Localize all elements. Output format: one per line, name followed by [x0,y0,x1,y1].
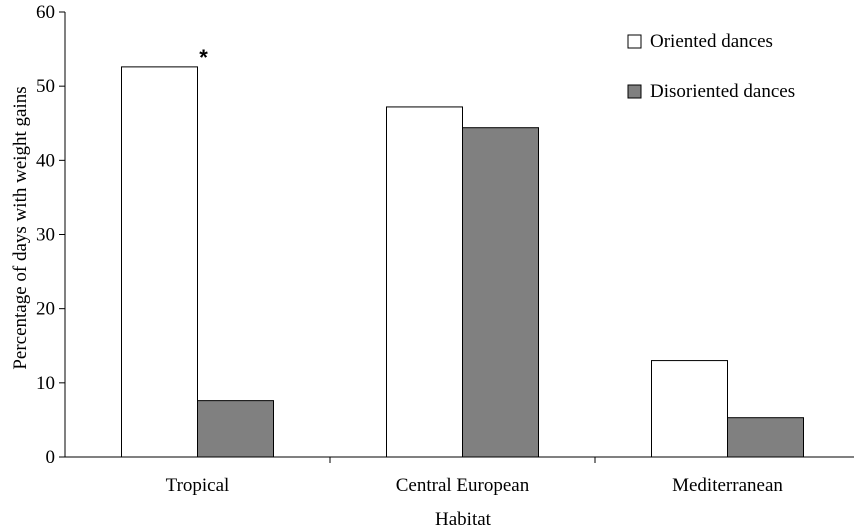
bar-disoriented-dances [462,127,539,458]
legend-swatch [627,34,642,49]
legend-label: Disoriented dances [650,81,795,102]
bar-oriented-dances [386,106,463,458]
bar-disoriented-dances [197,400,274,458]
bar-oriented-dances [121,66,198,458]
bar-oriented-dances [651,360,728,458]
y-tick-label: 40 [36,150,55,171]
significance-annotation: * [199,45,208,70]
y-tick-label: 10 [36,373,55,394]
legend: Oriented dances Disoriented dances [627,31,795,102]
x-tick-label: Mediterranean [672,475,783,496]
x-tick-label: Tropical [166,475,230,496]
y-tick-label: 50 [36,76,55,97]
y-tick-label: 30 [36,225,55,246]
x-tick-label: Central European [396,475,530,496]
x-axis-label: Habitat [435,509,492,530]
x-axis: Tropical Central European Mediterranean [65,456,854,496]
y-tick-label: 0 [46,447,56,468]
y-tick-label: 20 [36,299,55,320]
bar-disoriented-dances [727,417,804,458]
plot-area: * [121,45,804,458]
y-tick-label: 60 [36,2,55,23]
y-axis: 0 10 20 30 40 50 60 [36,2,66,468]
legend-swatch [627,84,642,99]
legend-label: Oriented dances [650,31,773,52]
y-axis-label: Percentage of days with weight gains [10,86,31,369]
